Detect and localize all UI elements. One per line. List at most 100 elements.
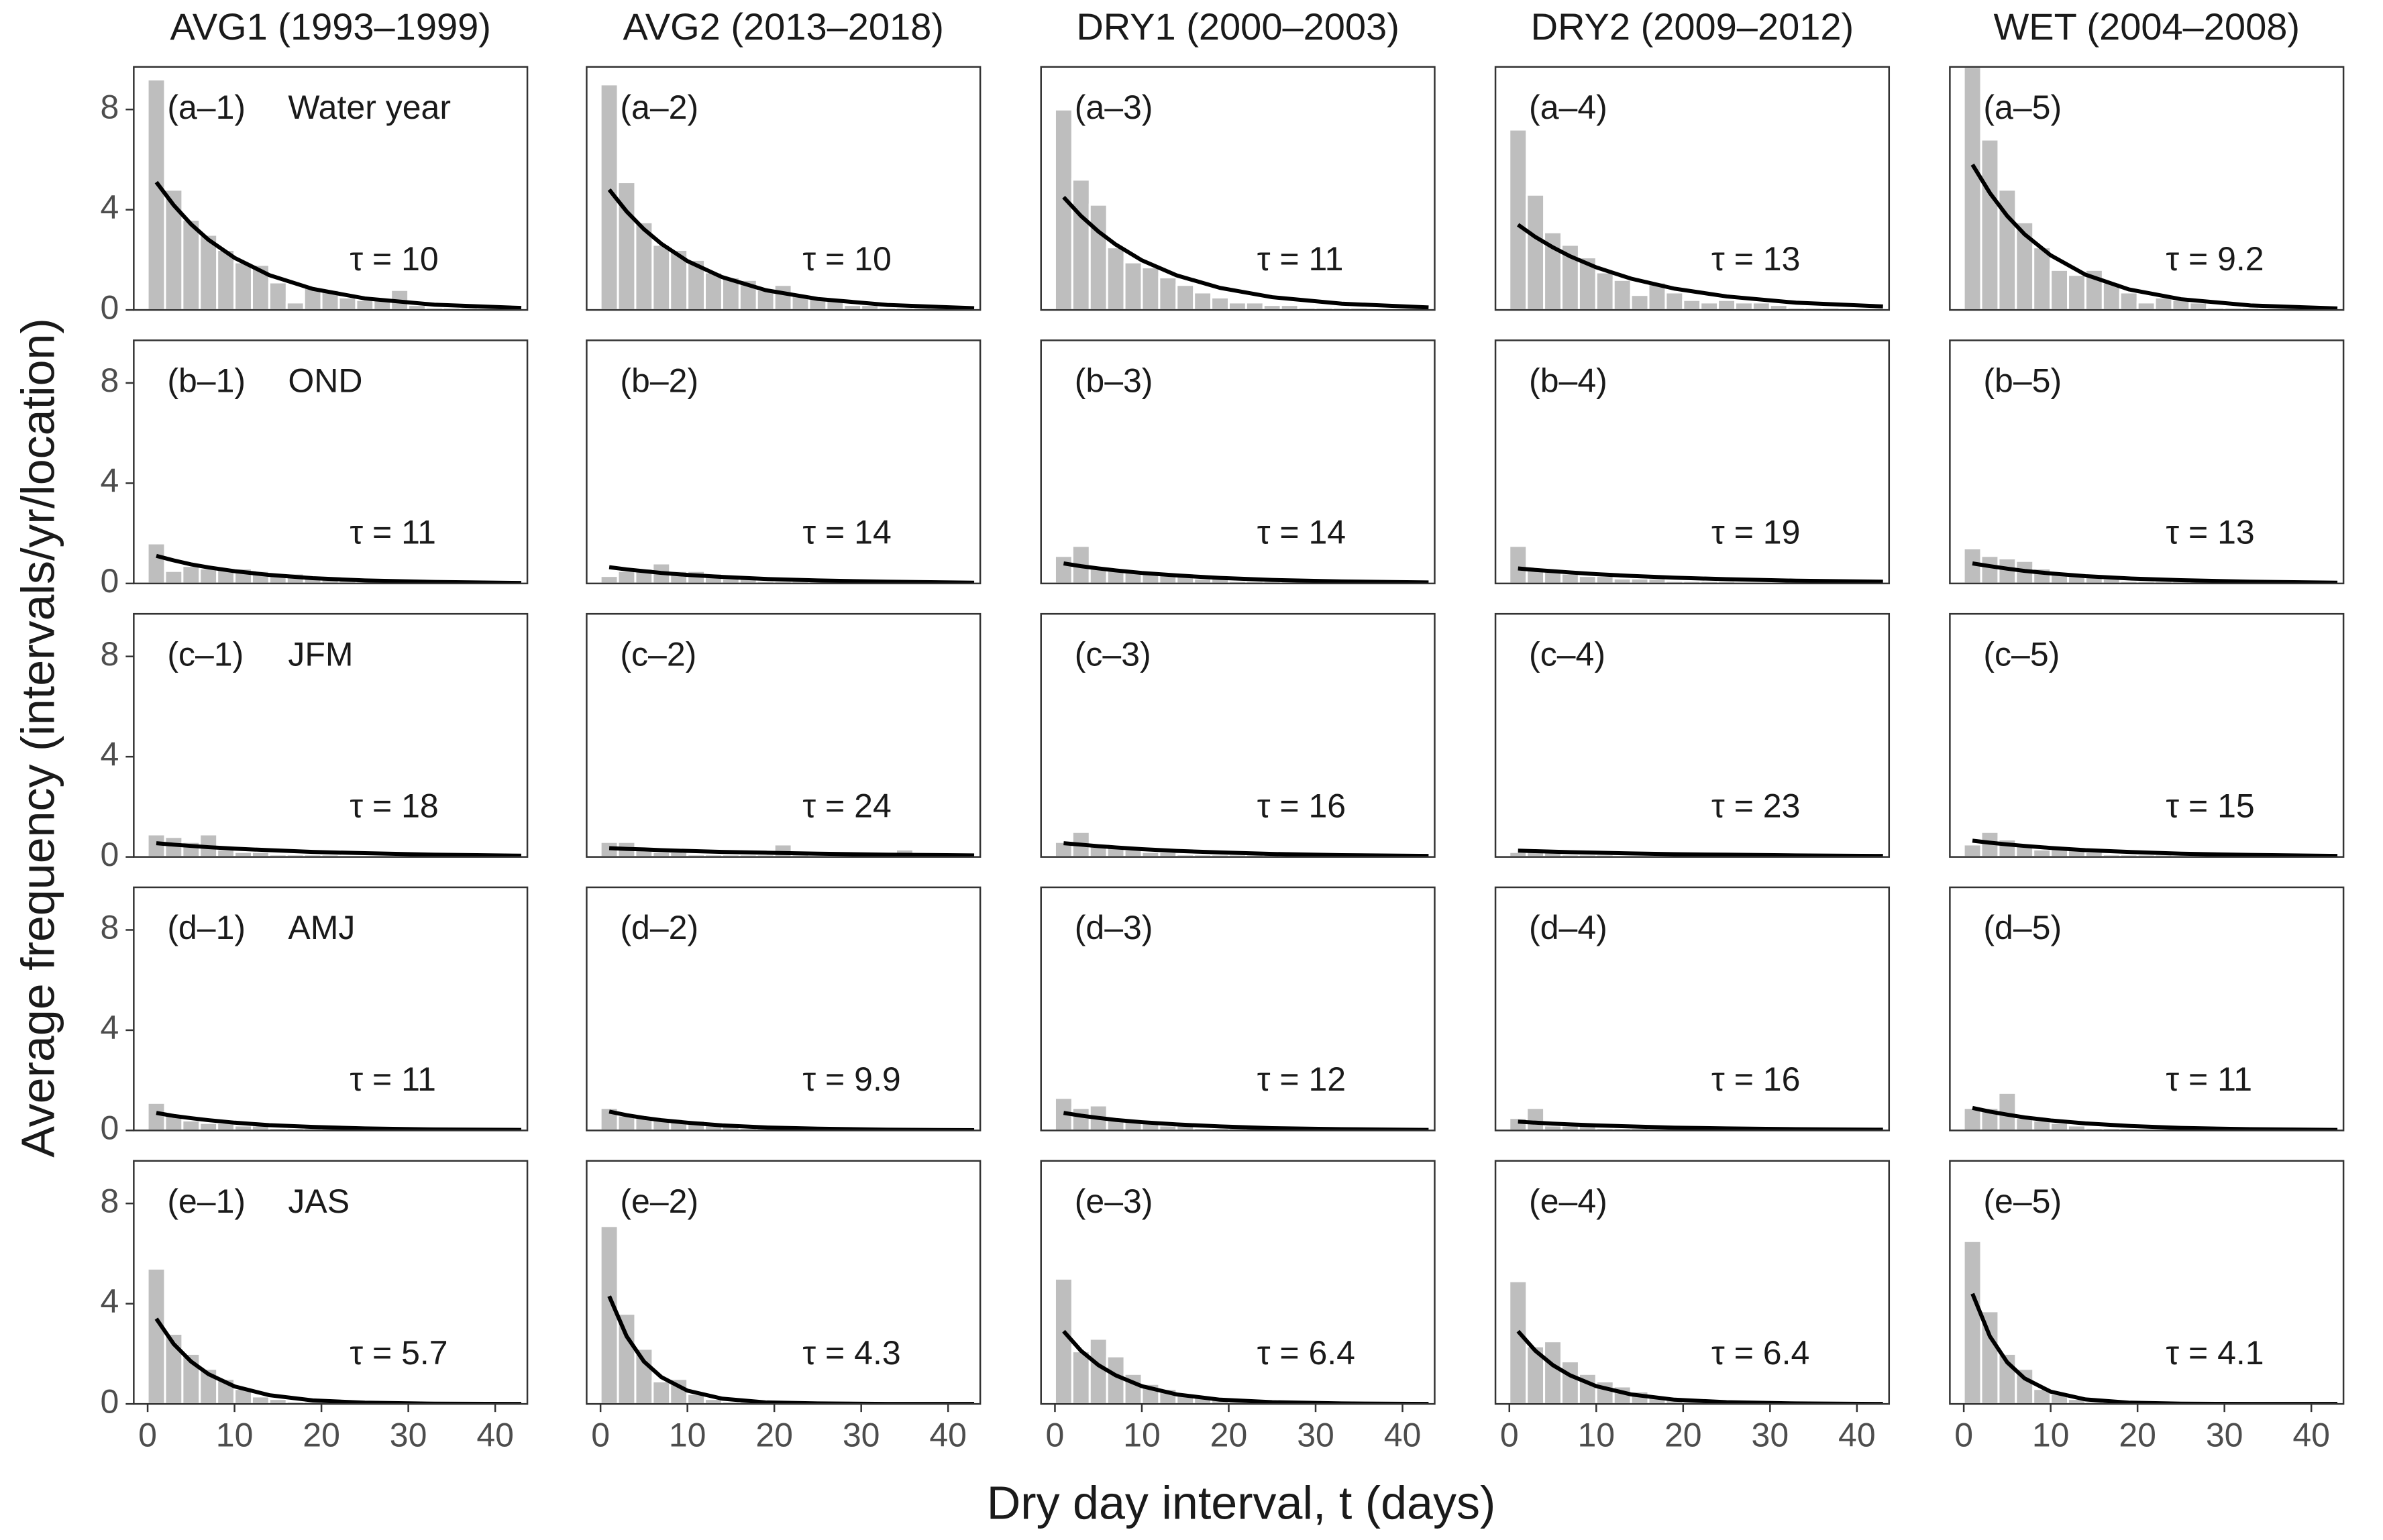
tau-label: τ = 13 xyxy=(2166,514,2254,551)
fit-line xyxy=(156,553,522,584)
row-name: JFM xyxy=(288,635,353,673)
x-tick-label: 20 xyxy=(1664,1416,1702,1453)
bar xyxy=(773,284,793,311)
bar xyxy=(320,853,340,857)
bar xyxy=(1245,301,1265,311)
panel-border xyxy=(586,1160,982,1405)
y-tick-label: 0 xyxy=(101,1109,119,1147)
bar xyxy=(2188,301,2209,311)
bar xyxy=(1560,572,1580,584)
tau-label: τ = 14 xyxy=(1257,514,1346,551)
column-title: AVG1 (1993–1999) xyxy=(170,5,491,48)
bar xyxy=(1962,1240,1982,1405)
fit-line xyxy=(1063,841,1429,857)
x-tick-label: 40 xyxy=(929,1416,967,1453)
tau-label: τ = 24 xyxy=(802,787,891,824)
bar xyxy=(1997,1352,2017,1405)
bar xyxy=(355,298,375,311)
bar xyxy=(1227,301,1247,311)
panel xyxy=(1053,545,1429,584)
panel xyxy=(1962,1240,2338,1405)
panel xyxy=(146,1267,522,1405)
tau-label: τ = 5.7 xyxy=(350,1334,447,1372)
panel-label: (a–1) xyxy=(167,89,246,126)
column-title: DRY2 (2009–2012) xyxy=(1531,5,1854,48)
tau-label: τ = 10 xyxy=(350,240,438,278)
panel xyxy=(1508,848,1883,857)
fit-line xyxy=(1062,1329,1429,1405)
x-tick-label: 10 xyxy=(216,1416,254,1453)
tau-label: τ = 11 xyxy=(2166,1060,2252,1098)
bar xyxy=(268,281,288,311)
tau-label: τ = 12 xyxy=(1257,1060,1346,1098)
tau-label: τ = 11 xyxy=(350,514,436,551)
panel xyxy=(146,833,522,857)
panel xyxy=(599,83,975,311)
y-tick-label: 4 xyxy=(101,735,119,773)
bar xyxy=(216,248,236,311)
tau-label: τ = 11 xyxy=(350,1060,436,1098)
panel-label: (d–3) xyxy=(1075,909,1153,946)
bar xyxy=(1962,843,1982,857)
y-tick-label: 4 xyxy=(101,462,119,500)
y-tick-label: 8 xyxy=(101,909,119,946)
bar xyxy=(1053,1277,1073,1405)
row-name: AMJ xyxy=(288,909,355,946)
panel xyxy=(1508,128,1883,311)
fit-line xyxy=(1518,566,1883,584)
panel-label: (d–5) xyxy=(1983,909,2062,946)
panel-border xyxy=(586,66,982,311)
bar xyxy=(2154,296,2174,311)
panel-label: (c–4) xyxy=(1529,635,1605,673)
bar xyxy=(1526,1107,1546,1131)
fit-line xyxy=(1972,838,2338,857)
panel xyxy=(599,562,975,584)
panel-label: (e–2) xyxy=(620,1182,698,1220)
bar xyxy=(1595,575,1615,584)
bar xyxy=(1980,555,2000,584)
bar xyxy=(1071,178,1091,311)
bar xyxy=(1543,1340,1563,1405)
panel xyxy=(146,542,522,584)
bar xyxy=(1349,306,1369,311)
bar xyxy=(1962,1107,1982,1131)
bar xyxy=(1123,261,1143,311)
bar xyxy=(1141,266,1161,311)
bar xyxy=(1526,193,1546,311)
bar xyxy=(1071,1350,1091,1405)
panel-border xyxy=(133,612,529,858)
panel-label: (d–4) xyxy=(1529,909,1607,946)
tau-label: τ = 15 xyxy=(2166,787,2254,824)
fit-line xyxy=(1518,1119,1883,1131)
x-tick-label: 0 xyxy=(1500,1416,1519,1453)
tau-label: τ = 18 xyxy=(350,787,438,824)
panel-border xyxy=(1949,66,2345,311)
y-tick-label: 8 xyxy=(101,635,119,673)
panel-border xyxy=(1494,612,1891,858)
bar xyxy=(2032,246,2052,311)
y-tick-label: 4 xyxy=(101,1282,119,1320)
tau-label: τ = 19 xyxy=(1711,514,1800,551)
bar xyxy=(2050,1121,2070,1131)
column-title: WET (2004–2008) xyxy=(1993,5,2300,48)
bar xyxy=(1821,306,1841,311)
bar xyxy=(146,1101,166,1131)
fit-line xyxy=(608,1109,975,1131)
row-name: JAS xyxy=(288,1182,350,1220)
tau-label: τ = 13 xyxy=(1711,240,1800,278)
x-tick-label: 0 xyxy=(138,1416,157,1453)
bar xyxy=(2050,268,2070,311)
fit-line xyxy=(1516,1329,1883,1405)
bar xyxy=(199,567,219,584)
panel-border xyxy=(1494,339,1891,585)
panel xyxy=(599,1225,975,1405)
bar xyxy=(1595,271,1615,311)
bar xyxy=(146,542,166,584)
bar xyxy=(1508,1117,1528,1131)
tau-label: τ = 14 xyxy=(802,514,891,551)
x-tick-label: 0 xyxy=(591,1416,610,1453)
panel xyxy=(1508,1280,1883,1405)
x-tick-label: 30 xyxy=(1752,1416,1789,1453)
panel xyxy=(1508,545,1883,584)
x-tick-label: 10 xyxy=(1577,1416,1615,1453)
